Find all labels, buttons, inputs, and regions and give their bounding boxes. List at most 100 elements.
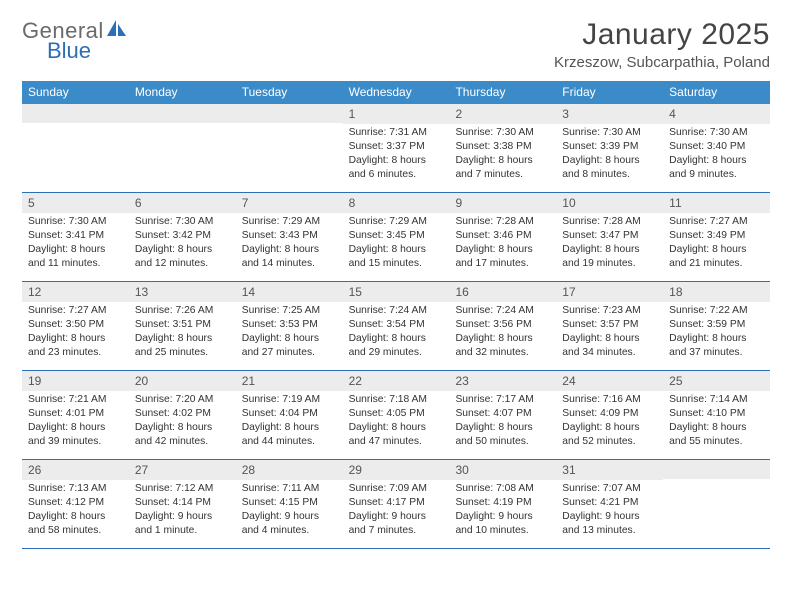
sunset-text: Sunset: 3:57 PM bbox=[562, 318, 657, 332]
sunrise-text: Sunrise: 7:28 AM bbox=[562, 215, 657, 229]
day-number: 28 bbox=[236, 460, 343, 480]
sunset-text: Sunset: 4:09 PM bbox=[562, 407, 657, 421]
sunrise-text: Sunrise: 7:11 AM bbox=[242, 482, 337, 496]
day-number: 21 bbox=[236, 371, 343, 391]
day-number: 7 bbox=[236, 193, 343, 213]
sunset-text: Sunset: 3:46 PM bbox=[455, 229, 550, 243]
day-cell: 2Sunrise: 7:30 AMSunset: 3:38 PMDaylight… bbox=[449, 104, 556, 192]
day-cell: 20Sunrise: 7:20 AMSunset: 4:02 PMDayligh… bbox=[129, 371, 236, 459]
sunrise-text: Sunrise: 7:23 AM bbox=[562, 304, 657, 318]
day-cell: 21 Sunrise: 7:19 AMSunset: 4:04 PMDayligh… bbox=[236, 371, 343, 459]
day-header-cell: Saturday bbox=[663, 81, 770, 104]
daylight-text: Daylight: 9 hours and 13 minutes. bbox=[562, 510, 657, 538]
day-cell: 23Sunrise: 7:17 AMSunset: 4:07 PMDayligh… bbox=[449, 371, 556, 459]
daylight-text: Daylight: 8 hours and 19 minutes. bbox=[562, 243, 657, 271]
day-cell: 8Sunrise: 7:29 AMSunset: 3:45 PMDaylight… bbox=[343, 193, 450, 281]
day-cell: 11Sunrise: 7:27 AMSunset: 3:49 PMDayligh… bbox=[663, 193, 770, 281]
day-cell bbox=[663, 460, 770, 548]
sunset-text: Sunset: 3:42 PM bbox=[135, 229, 230, 243]
daylight-text: Daylight: 8 hours and 21 minutes. bbox=[669, 243, 764, 271]
sunset-text: Sunset: 4:04 PM bbox=[242, 407, 337, 421]
day-detail: Sunrise: 7:26 AMSunset: 3:51 PMDaylight:… bbox=[129, 302, 236, 364]
daylight-text: Daylight: 8 hours and 14 minutes. bbox=[242, 243, 337, 271]
sunset-text: Sunset: 4:10 PM bbox=[669, 407, 764, 421]
sunrise-text: Sunrise: 7:30 AM bbox=[455, 126, 550, 140]
calendar: SundayMondayTuesdayWednesdayThursdayFrid… bbox=[22, 81, 770, 549]
week-row: 19Sunrise: 7:21 AMSunset: 4:01 PMDayligh… bbox=[22, 371, 770, 460]
day-cell: 14Sunrise: 7:25 AMSunset: 3:53 PMDayligh… bbox=[236, 282, 343, 370]
sunset-text: Sunset: 4:14 PM bbox=[135, 496, 230, 510]
sunrise-text: Sunrise: 7:24 AM bbox=[455, 304, 550, 318]
day-header-cell: Friday bbox=[556, 81, 663, 104]
day-detail: Sunrise: 7:24 AMSunset: 3:54 PMDaylight:… bbox=[343, 302, 450, 364]
day-number: 18 bbox=[663, 282, 770, 302]
daylight-text: Daylight: 8 hours and 50 minutes. bbox=[455, 421, 550, 449]
sunrise-text: Sunrise: 7:07 AM bbox=[562, 482, 657, 496]
week-row: 26Sunrise: 7:13 AMSunset: 4:12 PMDayligh… bbox=[22, 460, 770, 549]
sunrise-text: Sunrise: 7:14 AM bbox=[669, 393, 764, 407]
day-number: 30 bbox=[449, 460, 556, 480]
day-cell: 3Sunrise: 7:30 AMSunset: 3:39 PMDaylight… bbox=[556, 104, 663, 192]
day-detail: Sunrise: 7:17 AMSunset: 4:07 PMDaylight:… bbox=[449, 391, 556, 453]
daylight-text: Daylight: 8 hours and 42 minutes. bbox=[135, 421, 230, 449]
day-header-cell: Thursday bbox=[449, 81, 556, 104]
day-number: 9 bbox=[449, 193, 556, 213]
daylight-text: Daylight: 8 hours and 7 minutes. bbox=[455, 154, 550, 182]
day-detail: Sunrise: 7:14 AMSunset: 4:10 PMDaylight:… bbox=[663, 391, 770, 453]
day-detail: Sunrise: 7:20 AMSunset: 4:02 PMDaylight:… bbox=[129, 391, 236, 453]
sunset-text: Sunset: 3:40 PM bbox=[669, 140, 764, 154]
day-detail: Sunrise: 7:16 AMSunset: 4:09 PMDaylight:… bbox=[556, 391, 663, 453]
day-detail: Sunrise: 7:30 AMSunset: 3:41 PMDaylight:… bbox=[22, 213, 129, 275]
day-detail: Sunrise: 7:13 AMSunset: 4:12 PMDaylight:… bbox=[22, 480, 129, 542]
day-cell: 6Sunrise: 7:30 AMSunset: 3:42 PMDaylight… bbox=[129, 193, 236, 281]
daylight-text: Daylight: 8 hours and 12 minutes. bbox=[135, 243, 230, 271]
daylight-text: Daylight: 9 hours and 10 minutes. bbox=[455, 510, 550, 538]
sunrise-text: Sunrise: 7:20 AM bbox=[135, 393, 230, 407]
day-header-cell: Sunday bbox=[22, 81, 129, 104]
daylight-text: Daylight: 8 hours and 17 minutes. bbox=[455, 243, 550, 271]
day-cell: 1Sunrise: 7:31 AMSunset: 3:37 PMDaylight… bbox=[343, 104, 450, 192]
day-cell: 17Sunrise: 7:23 AMSunset: 3:57 PMDayligh… bbox=[556, 282, 663, 370]
sunrise-text: Sunrise: 7:30 AM bbox=[135, 215, 230, 229]
day-cell: 7Sunrise: 7:29 AMSunset: 3:43 PMDaylight… bbox=[236, 193, 343, 281]
sunset-text: Sunset: 4:15 PM bbox=[242, 496, 337, 510]
day-detail: Sunrise: 7:29 AMSunset: 3:43 PMDaylight:… bbox=[236, 213, 343, 275]
daylight-text: Daylight: 8 hours and 55 minutes. bbox=[669, 421, 764, 449]
daylight-text: Daylight: 8 hours and 39 minutes. bbox=[28, 421, 123, 449]
daylight-text: Daylight: 8 hours and 11 minutes. bbox=[28, 243, 123, 271]
daylight-text: Daylight: 9 hours and 7 minutes. bbox=[349, 510, 444, 538]
sunrise-text: Sunrise: 7:31 AM bbox=[349, 126, 444, 140]
day-number: 15 bbox=[343, 282, 450, 302]
week-row: 5Sunrise: 7:30 AMSunset: 3:41 PMDaylight… bbox=[22, 193, 770, 282]
sunset-text: Sunset: 3:56 PM bbox=[455, 318, 550, 332]
day-cell bbox=[236, 104, 343, 192]
calendar-page: General January 2025 Krzeszow, Subcarpat… bbox=[0, 0, 792, 559]
day-cell: 9 Sunrise: 7:28 AMSunset: 3:46 PMDaylight… bbox=[449, 193, 556, 281]
sunrise-text: Sunrise: 7:28 AM bbox=[455, 215, 550, 229]
day-cell bbox=[22, 104, 129, 192]
day-number: 8 bbox=[343, 193, 450, 213]
title-block: January 2025 Krzeszow, Subcarpathia, Pol… bbox=[554, 18, 770, 71]
sunrise-text: Sunrise: 7:19 AM bbox=[242, 393, 337, 407]
day-detail: Sunrise: 7:28 AMSunset: 3:47 PMDaylight:… bbox=[556, 213, 663, 275]
sunset-text: Sunset: 3:43 PM bbox=[242, 229, 337, 243]
sunset-text: Sunset: 3:38 PM bbox=[455, 140, 550, 154]
day-number: 1 bbox=[343, 104, 450, 124]
daylight-text: Daylight: 8 hours and 25 minutes. bbox=[135, 332, 230, 360]
daylight-text: Daylight: 8 hours and 58 minutes. bbox=[28, 510, 123, 538]
daylight-text: Daylight: 8 hours and 44 minutes. bbox=[242, 421, 337, 449]
empty-day-band bbox=[22, 104, 129, 123]
daylight-text: Daylight: 9 hours and 4 minutes. bbox=[242, 510, 337, 538]
day-detail: Sunrise: 7:21 AMSunset: 4:01 PMDaylight:… bbox=[22, 391, 129, 453]
day-cell: 25Sunrise: 7:14 AMSunset: 4:10 PMDayligh… bbox=[663, 371, 770, 459]
daylight-text: Daylight: 8 hours and 47 minutes. bbox=[349, 421, 444, 449]
day-cell: 10Sunrise: 7:28 AMSunset: 3:47 PMDayligh… bbox=[556, 193, 663, 281]
day-number: 13 bbox=[129, 282, 236, 302]
day-detail: Sunrise: 7:27 AMSunset: 3:49 PMDaylight:… bbox=[663, 213, 770, 275]
day-cell: 22Sunrise: 7:18 AMSunset: 4:05 PMDayligh… bbox=[343, 371, 450, 459]
daylight-text: Daylight: 8 hours and 37 minutes. bbox=[669, 332, 764, 360]
day-detail: Sunrise: 7:09 AMSunset: 4:17 PMDaylight:… bbox=[343, 480, 450, 542]
day-detail: Sunrise: 7:27 AMSunset: 3:50 PMDaylight:… bbox=[22, 302, 129, 364]
day-detail: Sunrise: 7:31 AMSunset: 3:37 PMDaylight:… bbox=[343, 124, 450, 186]
day-cell: 5Sunrise: 7:30 AMSunset: 3:41 PMDaylight… bbox=[22, 193, 129, 281]
